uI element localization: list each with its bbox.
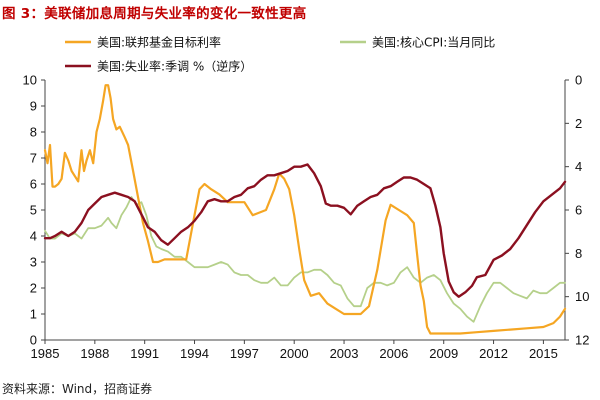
right-tick-label: 0 [575, 73, 582, 88]
x-tick-label: 2006 [379, 346, 408, 361]
x-tick-label: 2000 [280, 346, 309, 361]
legend-label: 美国:联邦基金目标利率 [97, 35, 221, 50]
left-tick-label: 7 [30, 151, 37, 166]
core-cpi-line [44, 196, 566, 323]
left-tick-label: 8 [30, 125, 37, 140]
left-tick-label: 6 [30, 177, 37, 192]
left-tick-label: 3 [30, 255, 37, 270]
unemployment-line [43, 163, 567, 298]
legend-label: 美国:失业率:季调 %（逆序） [97, 59, 252, 74]
legend-item-unemployment: 美国:失业率:季调 %（逆序） [65, 59, 252, 74]
x-tick-label: 1994 [180, 346, 209, 361]
chart-title: 图 3：美联储加息周期与失业率的变化一致性更高 [2, 6, 307, 22]
right-tick-label: 8 [575, 246, 582, 261]
x-tick-label: 2003 [330, 346, 359, 361]
x-tick-label: 1997 [230, 346, 259, 361]
x-tick-label: 1988 [80, 346, 109, 361]
left-tick-label: 5 [30, 203, 37, 218]
right-tick-label: 4 [575, 159, 582, 174]
left-tick-label: 4 [30, 229, 37, 244]
x-tick-label: 2015 [529, 346, 558, 361]
right-tick-label: 12 [575, 333, 589, 348]
legend-item-fed-rate: 美国:联邦基金目标利率 [65, 35, 221, 50]
x-tick-label: 1991 [130, 346, 159, 361]
right-tick-label: 2 [575, 116, 582, 131]
left-tick-label: 1 [30, 307, 37, 322]
fed-rate-line [43, 84, 567, 335]
x-tick-label: 2009 [429, 346, 458, 361]
left-tick-label: 2 [30, 281, 37, 296]
right-tick-label: 6 [575, 203, 582, 218]
legend-label: 美国:核心CPI:当月同比 [372, 36, 495, 50]
left-tick-label: 0 [30, 333, 37, 348]
left-tick-label: 9 [30, 99, 37, 114]
source-note: 资料来源：Wind，招商证券 [2, 382, 153, 396]
series-layer [43, 84, 567, 335]
left-tick-label: 10 [23, 73, 37, 88]
legend-item-core-cpi: 美国:核心CPI:当月同比 [340, 36, 495, 50]
x-tick-label: 1985 [31, 346, 60, 361]
right-tick-label: 10 [575, 289, 589, 304]
x-tick-label: 2012 [479, 346, 508, 361]
